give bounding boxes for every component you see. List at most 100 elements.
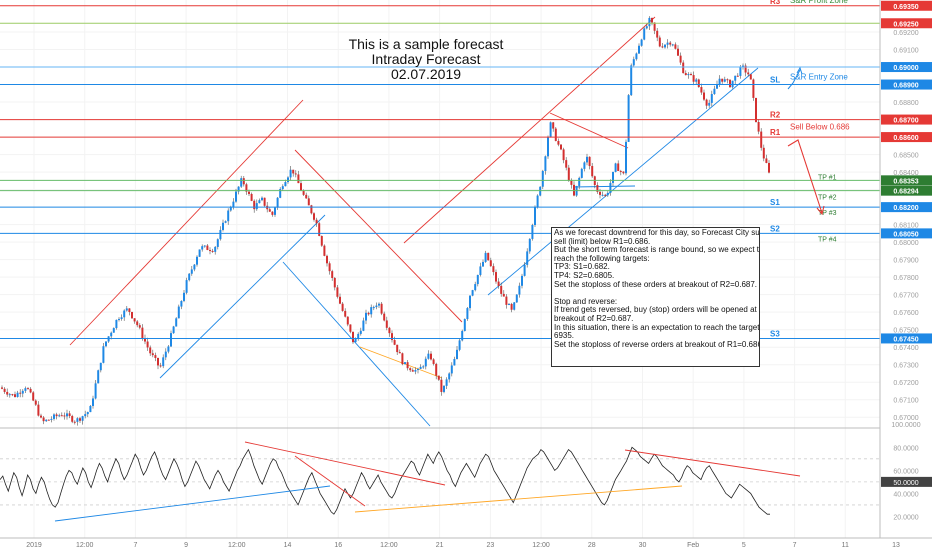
- candle-body: [768, 162, 770, 173]
- price-tick: 0.67200: [893, 380, 918, 387]
- level-name: S1: [770, 198, 780, 207]
- price-badge-label: 0.69350: [893, 4, 918, 11]
- candle-body: [310, 205, 313, 214]
- candle-body: [508, 303, 510, 305]
- candle-body: [258, 200, 261, 204]
- price-badge-label: 0.67450: [893, 336, 918, 343]
- candle-body: [219, 229, 222, 240]
- osc-trend-line: [294, 455, 366, 507]
- candle-body: [557, 140, 560, 145]
- candle-body: [24, 388, 27, 391]
- price-badge-label: 0.68900: [893, 83, 918, 90]
- candle-body: [27, 388, 29, 390]
- candle-body: [60, 415, 63, 417]
- forecast-arrows: [787, 66, 825, 216]
- tp-label: TP #4: [818, 236, 837, 243]
- candle-body: [443, 385, 445, 392]
- note-line: TP3: S1=0.682.: [554, 262, 610, 272]
- time-axis[interactable]: 2019 12:00 7 9 12:00 14 16 12:00 21 23 12:00 28 30 Fe…: [0, 537, 932, 549]
- candle-body: [73, 421, 76, 423]
- candle-body: [609, 182, 612, 193]
- candle-body: [63, 415, 66, 417]
- candle-body: [734, 75, 737, 81]
- level-name: S2: [770, 224, 780, 233]
- candle-body: [411, 370, 414, 372]
- candle-body: [279, 189, 282, 198]
- time-tick: 11: [842, 542, 849, 549]
- trend-line: [487, 67, 759, 296]
- candle-body: [638, 45, 640, 54]
- candle-body: [588, 156, 591, 167]
- candle-body: [489, 260, 492, 267]
- candle-body: [528, 238, 531, 252]
- candle-body: [596, 184, 599, 192]
- price-tick: 0.67900: [893, 258, 918, 265]
- price-badge: [881, 0, 932, 11]
- candle-body: [718, 78, 721, 85]
- candle-body: [344, 310, 347, 317]
- candle-body: [105, 341, 107, 347]
- candle-body: [370, 307, 373, 315]
- candle-body: [274, 207, 276, 215]
- candle-body: [263, 197, 266, 206]
- note-line: Set the stoploss of reverse orders at br…: [554, 339, 760, 349]
- sell-arrow: [787, 139, 823, 214]
- osc-badge: [881, 476, 932, 487]
- candle-body: [487, 252, 490, 261]
- chart-title: This is a sample forecast Intraday Forec…: [349, 36, 504, 82]
- candle-body: [276, 197, 279, 208]
- candle-body: [284, 182, 287, 187]
- candle-body: [271, 211, 274, 215]
- candle-body: [180, 300, 183, 307]
- candle-body: [461, 330, 464, 341]
- candle-body: [378, 303, 380, 306]
- candle-body: [253, 200, 256, 210]
- candle-body: [744, 65, 747, 73]
- candle-body: [29, 388, 32, 393]
- trend-line: [359, 346, 443, 379]
- candle-body: [287, 177, 289, 183]
- price-badge-label: 0.69250: [893, 21, 918, 28]
- level-name: R3: [770, 0, 781, 6]
- candle-body: [112, 328, 115, 333]
- candle-body: [635, 53, 638, 60]
- candle-body: [526, 251, 529, 265]
- candle-body: [383, 313, 386, 321]
- candle-body: [365, 312, 367, 321]
- candlesticks: [1, 16, 770, 426]
- candle-body: [118, 318, 120, 320]
- candle-body: [466, 308, 469, 320]
- osc-tick: 40.0000: [893, 491, 918, 498]
- candle-body: [300, 183, 302, 191]
- price-tick: 0.67600: [893, 310, 918, 317]
- candle-body: [1, 387, 3, 389]
- price-badge-label: 0.69000: [893, 65, 918, 72]
- candle-body: [32, 392, 35, 401]
- candle-body: [159, 365, 162, 367]
- time-tick: 12:00: [76, 542, 94, 549]
- candle-body: [469, 295, 471, 309]
- candle-body: [16, 392, 19, 397]
- candle-body: [695, 79, 698, 82]
- note-line: If trend gets reversed, buy (stop) order…: [554, 305, 757, 315]
- candle-body: [463, 319, 466, 331]
- candle-body: [716, 84, 718, 89]
- candle-body: [648, 17, 651, 27]
- candle-body: [765, 158, 768, 163]
- candle-body: [523, 264, 526, 276]
- candle-body: [123, 310, 126, 318]
- candle-body: [518, 285, 521, 295]
- candle-body: [128, 308, 131, 312]
- note-line: sell (limit) below R1=0.686.: [554, 236, 651, 246]
- candle-body: [297, 174, 300, 184]
- price-axis[interactable]: 0.69200 0.69100 0.69000 0.68900 0.68800 0.687…: [879, 0, 932, 550]
- candle-body: [531, 224, 534, 239]
- candle-body: [138, 325, 141, 328]
- candle-body: [627, 95, 630, 142]
- trend-line: [549, 112, 629, 149]
- osc-tick: 20.0000: [893, 514, 918, 521]
- title-line-3: 02.07.2019: [391, 66, 461, 82]
- time-tick: 23: [486, 542, 494, 549]
- candle-body: [513, 302, 516, 310]
